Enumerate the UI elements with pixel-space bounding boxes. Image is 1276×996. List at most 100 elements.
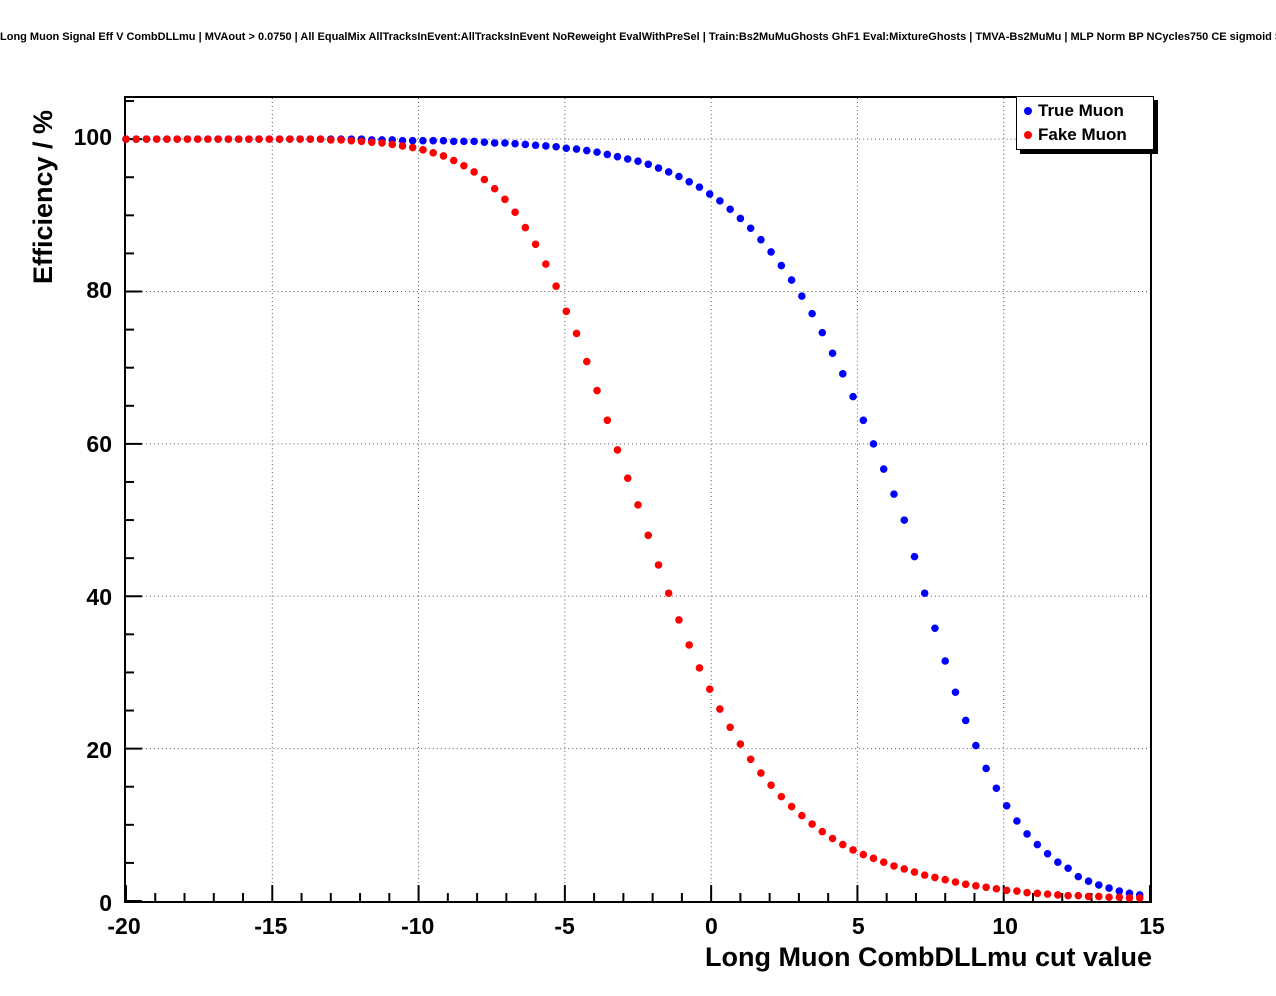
x-tick-label: -10	[401, 913, 435, 939]
data-point-true-muon	[767, 248, 775, 256]
data-point-fake-muon	[511, 208, 519, 217]
data-point-true-muon	[685, 178, 693, 186]
data-point-fake-muon	[982, 883, 990, 892]
data-point-fake-muon	[839, 840, 847, 849]
data-point-fake-muon	[644, 531, 653, 540]
data-point-true-muon	[982, 764, 990, 773]
data-point-true-muon	[429, 136, 437, 145]
data-point-true-muon	[501, 139, 509, 147]
data-point-fake-muon	[869, 854, 878, 863]
data-point-fake-muon	[716, 705, 724, 713]
data-point-fake-muon	[900, 865, 909, 873]
data-point-true-muon	[552, 142, 560, 151]
data-point-true-muon	[828, 349, 837, 358]
data-point-fake-muon	[777, 792, 786, 801]
data-point-true-muon	[695, 183, 704, 191]
data-point-fake-muon	[245, 135, 253, 143]
data-point-fake-muon	[501, 195, 509, 204]
data-point-fake-muon	[132, 135, 141, 143]
data-point-fake-muon	[890, 862, 898, 870]
data-point-fake-muon	[419, 146, 427, 154]
legend-label-true-muon: True Muon	[1038, 101, 1124, 120]
data-point-fake-muon	[306, 135, 315, 143]
data-point-fake-muon	[1125, 894, 1134, 902]
data-point-fake-muon	[214, 135, 222, 143]
data-point-fake-muon	[1043, 890, 1052, 898]
x-tick-label: 15	[1139, 913, 1165, 939]
data-point-fake-muon	[623, 474, 632, 482]
data-point-fake-muon	[992, 884, 1001, 893]
x-axis-title: Long Muon CombDLLmu cut value	[705, 942, 1152, 972]
y-tick-label: 80	[86, 277, 112, 304]
data-point-true-muon	[839, 370, 847, 378]
data-point-true-muon	[777, 261, 786, 270]
data-point-true-muon	[849, 392, 857, 401]
data-point-fake-muon	[767, 781, 775, 789]
legend-marker-fake-muon	[1024, 131, 1032, 139]
data-point-fake-muon	[1135, 894, 1144, 902]
data-point-fake-muon	[583, 357, 591, 366]
data-point-true-muon	[941, 657, 949, 665]
data-point-true-muon	[490, 139, 499, 147]
data-point-fake-muon	[439, 152, 448, 160]
x-tick-label: -5	[554, 913, 575, 939]
data-point-fake-muon	[920, 871, 929, 879]
data-point-fake-muon	[849, 846, 857, 854]
data-point-fake-muon	[378, 139, 386, 147]
data-point-fake-muon	[726, 723, 734, 732]
data-point-fake-muon	[122, 135, 130, 143]
legend-label-fake-muon: Fake Muon	[1038, 125, 1127, 144]
data-point-true-muon	[449, 137, 458, 146]
data-point-fake-muon	[675, 616, 683, 624]
data-point-fake-muon	[1095, 892, 1103, 901]
data-point-fake-muon	[613, 446, 622, 454]
data-point-fake-muon	[1084, 892, 1093, 901]
data-point-fake-muon	[798, 811, 806, 820]
data-point-fake-muon	[490, 184, 499, 193]
data-point-fake-muon	[705, 685, 714, 693]
data-point-fake-muon	[664, 589, 673, 598]
x-tick-label: -15	[254, 913, 288, 939]
data-point-fake-muon	[746, 755, 755, 764]
data-point-fake-muon	[470, 168, 478, 176]
data-point-true-muon	[726, 205, 734, 214]
data-point-fake-muon	[234, 135, 243, 143]
data-point-true-muon	[787, 276, 796, 284]
data-point-true-muon	[1033, 840, 1042, 849]
data-point-fake-muon	[941, 875, 949, 884]
data-point-true-muon	[521, 140, 530, 149]
data-point-fake-muon	[1013, 887, 1021, 895]
data-point-true-muon	[1013, 817, 1021, 825]
data-point-true-muon	[1095, 881, 1103, 889]
data-point-true-muon	[920, 589, 929, 598]
data-point-fake-muon	[1115, 893, 1124, 901]
data-point-true-muon	[593, 148, 601, 156]
data-point-fake-muon	[593, 386, 601, 395]
data-point-true-muon	[1043, 849, 1052, 858]
data-point-true-muon	[746, 224, 755, 233]
data-point-true-muon	[961, 716, 970, 725]
data-point-fake-muon	[859, 850, 868, 859]
data-point-true-muon	[808, 309, 816, 318]
data-point-fake-muon	[255, 135, 263, 143]
data-point-true-muon	[603, 150, 612, 159]
data-point-fake-muon	[142, 135, 151, 143]
data-point-true-muon	[675, 172, 683, 181]
data-point-true-muon	[798, 292, 806, 300]
data-point-fake-muon	[480, 175, 489, 184]
data-point-true-muon	[757, 235, 765, 244]
data-point-true-muon	[562, 144, 571, 153]
legend-marker-true-muon	[1024, 107, 1032, 115]
data-point-fake-muon	[603, 416, 612, 425]
data-point-fake-muon	[695, 664, 704, 672]
data-point-fake-muon	[951, 878, 960, 886]
data-point-fake-muon	[408, 143, 417, 152]
data-point-true-muon	[900, 516, 909, 524]
data-point-true-muon	[583, 146, 591, 155]
data-point-true-muon	[1105, 884, 1113, 892]
data-point-fake-muon	[736, 740, 745, 748]
data-point-fake-muon	[193, 135, 202, 143]
data-point-fake-muon	[204, 135, 212, 143]
y-tick-label: 0	[99, 890, 112, 916]
